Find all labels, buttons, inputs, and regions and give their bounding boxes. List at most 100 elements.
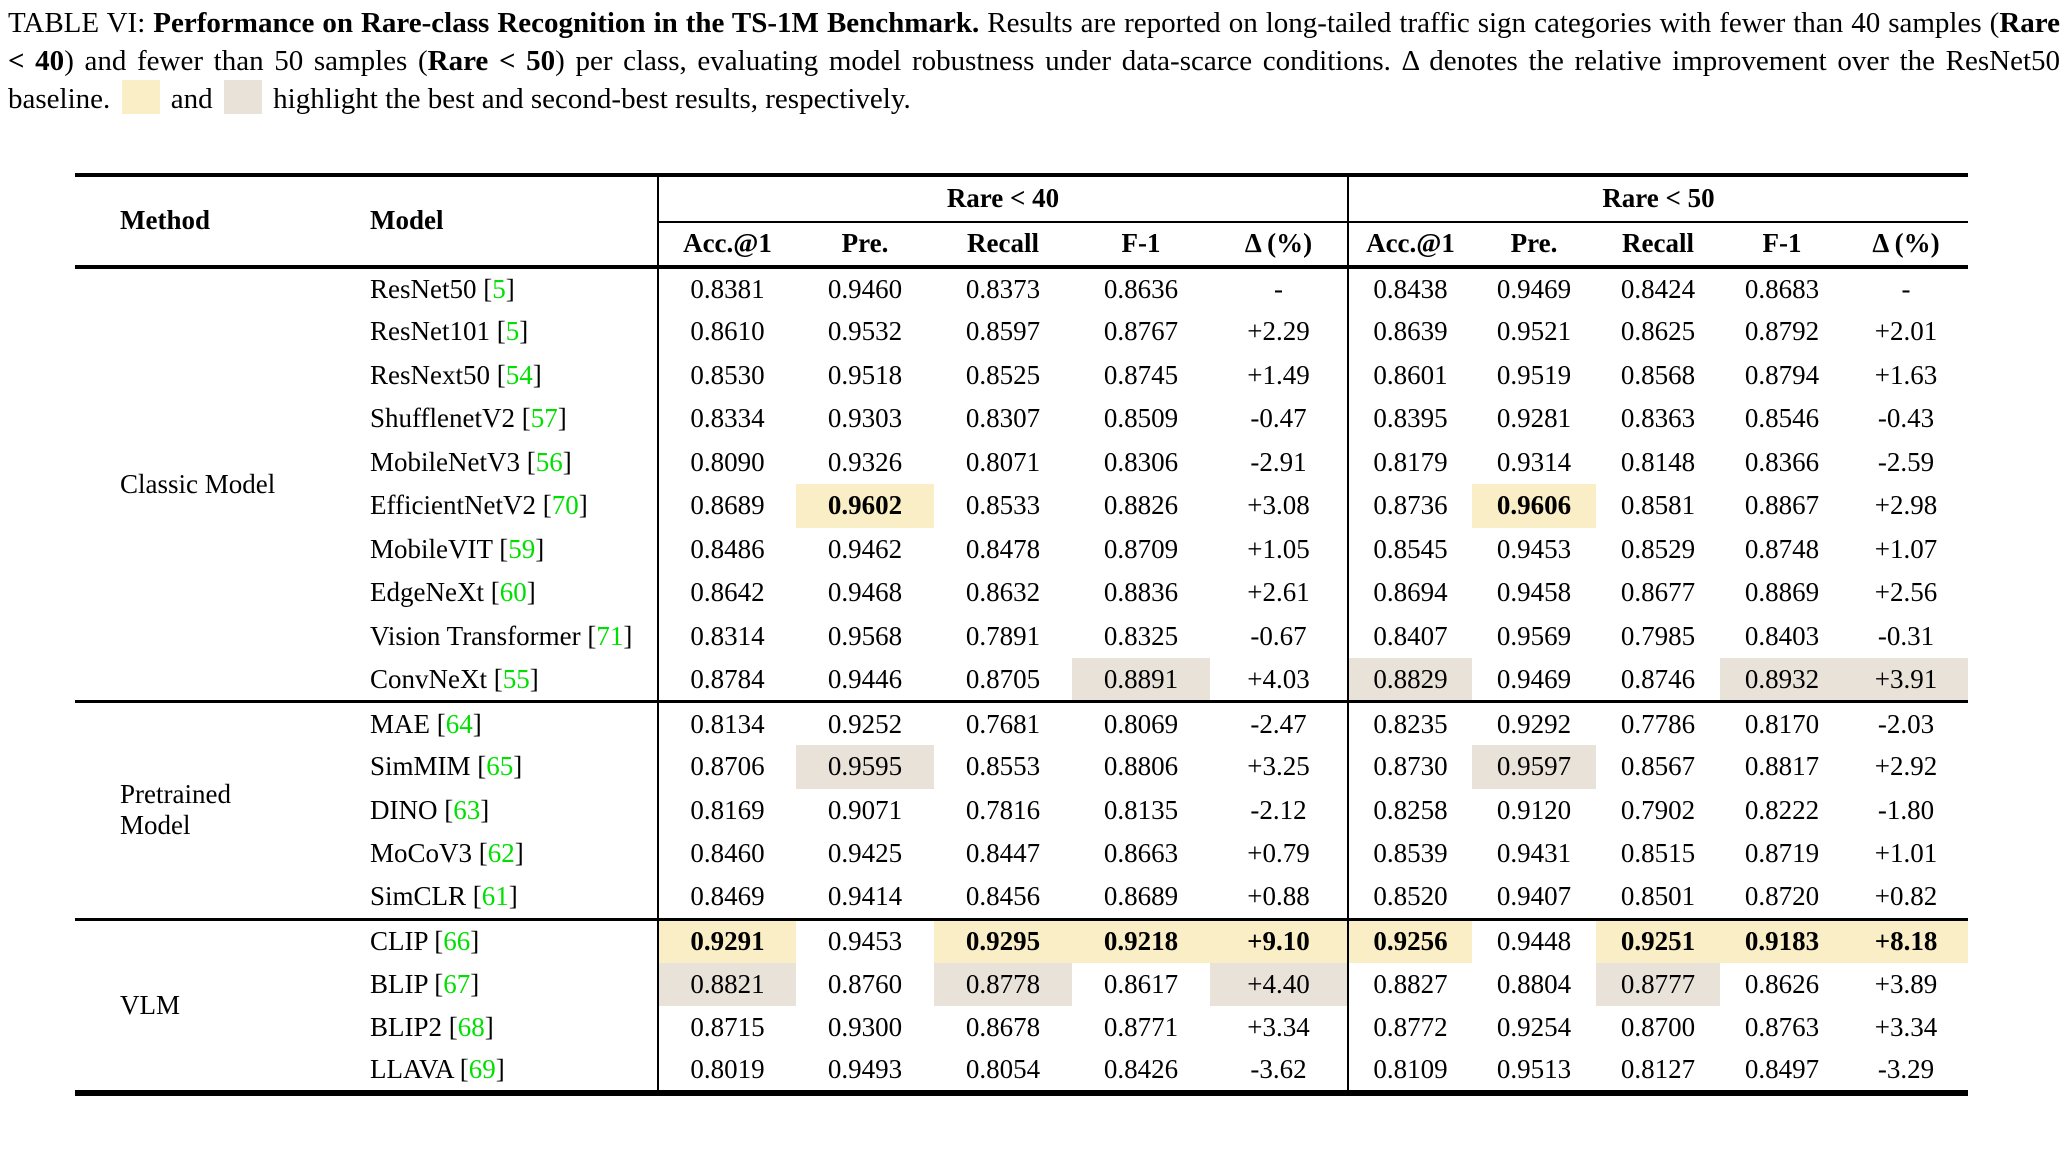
- column-header-r50-delta: Δ (%): [1844, 221, 1969, 269]
- metric-value: 0.9292: [1472, 700, 1596, 745]
- metric-value: 0.9425: [827, 838, 903, 869]
- metric-value: 0.8568: [1620, 359, 1696, 390]
- metric-value: -2.91: [1250, 446, 1307, 477]
- metric-value: 0.8373: [965, 273, 1041, 304]
- citation-link[interactable]: 54: [505, 359, 533, 390]
- citation-link[interactable]: 63: [453, 794, 481, 825]
- metric-value: +2.56: [1874, 577, 1938, 608]
- metric-value: 0.8222: [1744, 794, 1820, 825]
- metric-value: 0.9254: [1496, 1012, 1572, 1043]
- metric-value: 0.8826: [1103, 490, 1179, 521]
- table-row: ConvNeXt [55] 0.8784 0.9446 0.8705 0.8891 +4.…: [75, 658, 1969, 702]
- metric-value: 0.9295: [934, 917, 1072, 963]
- metric-value: 0.8784: [657, 658, 796, 702]
- metric-value: 0.9513: [1496, 1054, 1572, 1085]
- metric-value: 0.9468: [827, 577, 903, 608]
- metric-value: +1.63: [1874, 359, 1938, 390]
- citation-link[interactable]: 61: [481, 881, 509, 911]
- metric-value: 0.9183: [1720, 917, 1844, 963]
- table-row: Vision Transformer [71] 0.8314 0.9568 0.789…: [75, 614, 1968, 658]
- column-header-method: Method: [75, 174, 280, 269]
- metric-value: 0.9597: [1472, 745, 1596, 789]
- metric-value: +3.08: [1247, 490, 1310, 521]
- table-row: LLAVA [69] 0.8019 0.9493 0.8054 0.8426 -3.62 0…: [75, 1049, 1968, 1093]
- citation-link[interactable]: 64: [445, 708, 473, 739]
- citation-link[interactable]: 67: [443, 968, 471, 999]
- metric-value: 0.9453: [796, 917, 934, 963]
- metric-value: 0.8520: [1347, 875, 1472, 919]
- citation-link[interactable]: 5: [505, 316, 520, 347]
- metric-value: 0.8677: [1620, 577, 1696, 608]
- metric-value: 0.9120: [1496, 794, 1572, 825]
- metric-value: 0.9256: [1347, 917, 1472, 963]
- metric-value: 0.8407: [1347, 614, 1472, 658]
- results-table-body: Classic Model ResNet50 [5] 0.8381 0.9460 0.8…: [75, 266, 1969, 1093]
- table-row: DINO [63] 0.8169 0.9071 0.7816 0.8135 -2.12 0.…: [75, 788, 1968, 832]
- table-caption: TABLE VI: Performance on Rare-class Reco…: [0, 0, 2068, 119]
- metric-value: +3.89: [1874, 968, 1938, 999]
- metric-value: 0.8134: [657, 700, 796, 745]
- citation-link[interactable]: 66: [443, 926, 471, 956]
- results-table-header: Method Model Rare < 40 Rare < 50 Acc.@1 P…: [75, 174, 1969, 269]
- model-name: MoCoV3 [62]: [370, 838, 524, 869]
- metric-value: -2.47: [1210, 700, 1348, 745]
- model-name: DINO [63]: [370, 794, 490, 825]
- citation-link[interactable]: 70: [551, 490, 579, 521]
- metric-value: 0.8626: [1744, 968, 1820, 999]
- metric-value: 0.9568: [827, 620, 903, 651]
- metric-value: -2.59: [1877, 446, 1935, 477]
- metric-value: +2.98: [1874, 490, 1938, 521]
- table-row: EfficientNetV2 [70] 0.8689 0.9602 0.8533 0.8…: [75, 484, 1968, 528]
- caption-rare40: Rare < 40: [8, 7, 2060, 77]
- citation-link[interactable]: 68: [457, 1012, 485, 1043]
- metric-value: +3.34: [1247, 1012, 1310, 1043]
- caption-text-4: and: [163, 83, 220, 115]
- metric-value: 0.8642: [657, 571, 796, 615]
- method-group-label: VLM: [75, 917, 280, 1093]
- metric-value: 0.8438: [1347, 266, 1472, 310]
- citation-link[interactable]: 5: [492, 273, 506, 304]
- metric-value: 0.8829: [1347, 658, 1472, 702]
- metric-value: 0.8127: [1620, 1054, 1696, 1085]
- metric-value: +8.18: [1844, 917, 1969, 963]
- model-name: BLIP [67]: [370, 968, 480, 999]
- metric-value: 0.8456: [965, 881, 1041, 911]
- metric-value: -0.31: [1877, 620, 1935, 651]
- metric-value: 0.8515: [1620, 838, 1696, 869]
- citation-link[interactable]: 71: [596, 620, 624, 651]
- citation-link[interactable]: 57: [530, 403, 558, 434]
- citation-link[interactable]: 62: [487, 838, 515, 869]
- caption-rare50: Rare < 50: [427, 44, 556, 77]
- caption-text-5: highlight the best and second-best resul…: [265, 83, 911, 115]
- column-header-r50-acc1: Acc.@1: [1347, 221, 1472, 269]
- caption-label: TABLE VI:: [8, 7, 154, 39]
- metric-value: 0.8509: [1103, 403, 1179, 434]
- metric-value: 0.8705: [965, 663, 1041, 694]
- method-group-label: Pretrained Model: [75, 700, 280, 919]
- citation-link[interactable]: 56: [535, 446, 563, 477]
- citation-link[interactable]: 59: [508, 533, 536, 564]
- citation-link[interactable]: 69: [468, 1054, 496, 1085]
- model-name: MAE [64]: [280, 700, 658, 745]
- citation-link[interactable]: 65: [486, 751, 514, 782]
- metric-value: 0.9281: [1496, 403, 1572, 434]
- metric-value: 0.8817: [1744, 751, 1820, 782]
- metric-value: -: [1901, 273, 1911, 304]
- metric-value: 0.8567: [1620, 751, 1696, 782]
- metric-value: +2.92: [1874, 751, 1938, 782]
- citation-link[interactable]: 55: [502, 663, 530, 694]
- metric-value: 0.8720: [1744, 881, 1820, 911]
- metric-value: 0.9071: [827, 794, 903, 825]
- metric-value: 0.8827: [1347, 962, 1472, 1006]
- metric-value: 0.8258: [1347, 788, 1472, 832]
- metric-value: 0.9460: [827, 273, 903, 304]
- table-row: ShufflenetV2 [57] 0.8334 0.9303 0.8307 0.850…: [75, 397, 1968, 441]
- metric-value: 0.8683: [1744, 273, 1820, 304]
- metric-value: -3.29: [1877, 1054, 1935, 1085]
- metric-value: 0.8869: [1744, 577, 1820, 608]
- citation-link[interactable]: 60: [499, 577, 527, 608]
- metric-header-row: Acc.@1 Pre. Recall F-1 Δ (%) Acc.@1 Pre. Recall…: [75, 221, 1969, 269]
- metric-value: +2.61: [1247, 577, 1310, 608]
- metric-value: 0.8109: [1347, 1049, 1472, 1093]
- metric-value: 0.8545: [1347, 527, 1472, 571]
